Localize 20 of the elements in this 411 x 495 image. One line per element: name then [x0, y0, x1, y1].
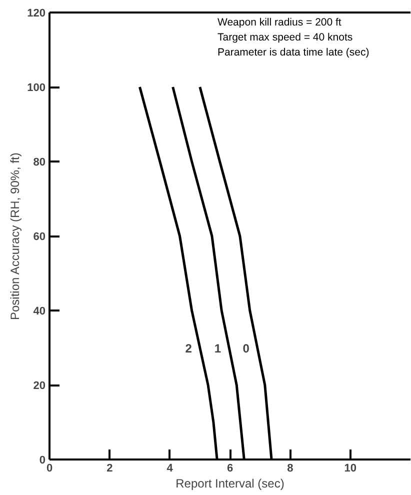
y-tick-label: 120 — [27, 8, 46, 20]
series-label: 1 — [214, 341, 222, 356]
x-axis-title: Report Interval (sec) — [176, 476, 284, 490]
y-tick-label: 80 — [33, 156, 46, 168]
y-tick-label: 0 — [39, 454, 46, 466]
series-label: 2 — [185, 341, 192, 356]
annotation: Weapon kill radius = 200 ft — [218, 16, 342, 28]
series-label: 0 — [242, 341, 250, 356]
x-tick-label: 10 — [344, 462, 356, 474]
y-tick-label: 100 — [27, 82, 46, 94]
y-axis-title: Position Accuracy (RH, 90%, ft) — [8, 152, 22, 320]
x-tick-label: 6 — [226, 462, 234, 474]
x-tick-label: 8 — [287, 462, 294, 474]
y-tick-label: 20 — [33, 380, 46, 392]
annotation: Parameter is data time late (sec) — [218, 46, 370, 58]
y-tick-label: 60 — [33, 231, 46, 243]
x-tick-label: 2 — [106, 462, 113, 474]
annotation: Target max speed = 40 knots — [218, 32, 353, 44]
x-tick-label: 4 — [166, 462, 174, 474]
y-tick-label: 40 — [33, 306, 46, 318]
